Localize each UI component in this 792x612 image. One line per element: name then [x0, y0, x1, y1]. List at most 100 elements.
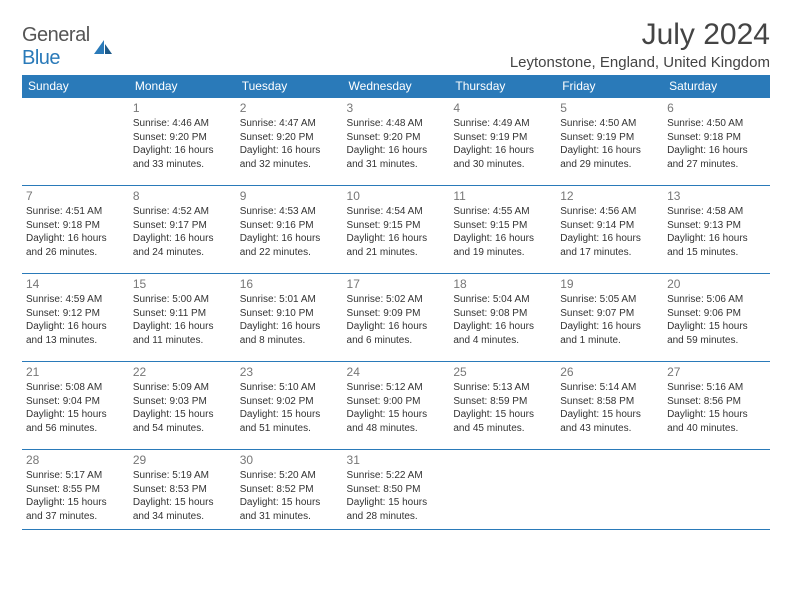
sunset-line: Sunset: 9:19 PM — [453, 131, 552, 145]
day-number: 24 — [347, 364, 446, 380]
daylight-line: Daylight: 16 hours and 6 minutes. — [347, 320, 446, 347]
calendar-cell: 24Sunrise: 5:12 AMSunset: 9:00 PMDayligh… — [343, 362, 450, 450]
daylight-line: Daylight: 15 hours and 54 minutes. — [133, 408, 232, 435]
calendar-cell: 19Sunrise: 5:05 AMSunset: 9:07 PMDayligh… — [556, 274, 663, 362]
daylight-line: Daylight: 16 hours and 17 minutes. — [560, 232, 659, 259]
calendar-cell-empty — [556, 450, 663, 530]
daylight-line: Daylight: 16 hours and 15 minutes. — [667, 232, 766, 259]
day-number: 1 — [133, 100, 232, 116]
day-number: 8 — [133, 188, 232, 204]
daylight-line: Daylight: 16 hours and 24 minutes. — [133, 232, 232, 259]
calendar-cell: 8Sunrise: 4:52 AMSunset: 9:17 PMDaylight… — [129, 186, 236, 274]
sunset-line: Sunset: 9:13 PM — [667, 219, 766, 233]
day-number: 28 — [26, 452, 125, 468]
calendar-row: 21Sunrise: 5:08 AMSunset: 9:04 PMDayligh… — [22, 362, 770, 450]
calendar-row: 14Sunrise: 4:59 AMSunset: 9:12 PMDayligh… — [22, 274, 770, 362]
calendar-row: 1Sunrise: 4:46 AMSunset: 9:20 PMDaylight… — [22, 98, 770, 186]
sunrise-line: Sunrise: 4:49 AM — [453, 117, 552, 131]
day-number: 9 — [240, 188, 339, 204]
calendar-cell: 31Sunrise: 5:22 AMSunset: 8:50 PMDayligh… — [343, 450, 450, 530]
daylight-line: Daylight: 16 hours and 8 minutes. — [240, 320, 339, 347]
day-number: 7 — [26, 188, 125, 204]
weekday-header: Sunday — [22, 75, 129, 98]
logo: General Blue — [22, 24, 114, 70]
daylight-line: Daylight: 16 hours and 4 minutes. — [453, 320, 552, 347]
daylight-line: Daylight: 16 hours and 30 minutes. — [453, 144, 552, 171]
calendar-cell: 7Sunrise: 4:51 AMSunset: 9:18 PMDaylight… — [22, 186, 129, 274]
sunrise-line: Sunrise: 5:14 AM — [560, 381, 659, 395]
daylight-line: Daylight: 15 hours and 56 minutes. — [26, 408, 125, 435]
sunrise-line: Sunrise: 4:56 AM — [560, 205, 659, 219]
daylight-line: Daylight: 15 hours and 28 minutes. — [347, 496, 446, 523]
daylight-line: Daylight: 16 hours and 1 minute. — [560, 320, 659, 347]
calendar-cell: 26Sunrise: 5:14 AMSunset: 8:58 PMDayligh… — [556, 362, 663, 450]
calendar-body: 1Sunrise: 4:46 AMSunset: 9:20 PMDaylight… — [22, 98, 770, 530]
daylight-line: Daylight: 16 hours and 31 minutes. — [347, 144, 446, 171]
sunrise-line: Sunrise: 5:20 AM — [240, 469, 339, 483]
sunset-line: Sunset: 9:08 PM — [453, 307, 552, 321]
day-number: 22 — [133, 364, 232, 380]
day-number: 14 — [26, 276, 125, 292]
calendar-head: SundayMondayTuesdayWednesdayThursdayFrid… — [22, 75, 770, 98]
calendar-cell: 29Sunrise: 5:19 AMSunset: 8:53 PMDayligh… — [129, 450, 236, 530]
calendar-cell: 21Sunrise: 5:08 AMSunset: 9:04 PMDayligh… — [22, 362, 129, 450]
calendar-cell-empty — [449, 450, 556, 530]
calendar-cell: 6Sunrise: 4:50 AMSunset: 9:18 PMDaylight… — [663, 98, 770, 186]
daylight-line: Daylight: 15 hours and 34 minutes. — [133, 496, 232, 523]
day-number: 29 — [133, 452, 232, 468]
weekday-header: Saturday — [663, 75, 770, 98]
sunset-line: Sunset: 9:15 PM — [347, 219, 446, 233]
calendar-cell: 16Sunrise: 5:01 AMSunset: 9:10 PMDayligh… — [236, 274, 343, 362]
sunrise-line: Sunrise: 5:05 AM — [560, 293, 659, 307]
calendar-cell: 18Sunrise: 5:04 AMSunset: 9:08 PMDayligh… — [449, 274, 556, 362]
sunset-line: Sunset: 9:07 PM — [560, 307, 659, 321]
sunset-line: Sunset: 9:02 PM — [240, 395, 339, 409]
calendar-cell: 20Sunrise: 5:06 AMSunset: 9:06 PMDayligh… — [663, 274, 770, 362]
sunset-line: Sunset: 9:15 PM — [453, 219, 552, 233]
sunset-line: Sunset: 9:06 PM — [667, 307, 766, 321]
day-number: 18 — [453, 276, 552, 292]
calendar-row: 28Sunrise: 5:17 AMSunset: 8:55 PM Dayligh… — [22, 450, 770, 530]
sunrise-line: Sunrise: 5:00 AM — [133, 293, 232, 307]
calendar-cell: 2Sunrise: 4:47 AMSunset: 9:20 PMDaylight… — [236, 98, 343, 186]
sunrise-line: Sunrise: 5:13 AM — [453, 381, 552, 395]
calendar-cell: 23Sunrise: 5:10 AMSunset: 9:02 PMDayligh… — [236, 362, 343, 450]
sunset-line: Sunset: 9:12 PM — [26, 307, 125, 321]
daylight-line: Daylight: 15 hours and 31 minutes. — [240, 496, 339, 523]
day-number: 17 — [347, 276, 446, 292]
day-number: 2 — [240, 100, 339, 116]
sunset-line: Sunset: 8:59 PM — [453, 395, 552, 409]
location: Leytonstone, England, United Kingdom — [510, 54, 770, 71]
day-number: 30 — [240, 452, 339, 468]
sunset-line: Sunset: 8:52 PM — [240, 483, 339, 497]
day-number: 21 — [26, 364, 125, 380]
sunset-line: Sunset: 9:09 PM — [347, 307, 446, 321]
sunrise-line: Sunrise: 5:01 AM — [240, 293, 339, 307]
sunset-line: Sunset: 8:55 PM — [26, 483, 125, 497]
calendar-cell: 15Sunrise: 5:00 AMSunset: 9:11 PMDayligh… — [129, 274, 236, 362]
sunrise-line: Sunrise: 4:55 AM — [453, 205, 552, 219]
day-number: 15 — [133, 276, 232, 292]
calendar-cell: 3Sunrise: 4:48 AMSunset: 9:20 PMDaylight… — [343, 98, 450, 186]
weekday-header: Monday — [129, 75, 236, 98]
weekday-header: Friday — [556, 75, 663, 98]
sunrise-line: Sunrise: 4:58 AM — [667, 205, 766, 219]
calendar-cell: 25Sunrise: 5:13 AMSunset: 8:59 PMDayligh… — [449, 362, 556, 450]
logo-text: General Blue — [22, 24, 90, 70]
calendar-cell: 10Sunrise: 4:54 AMSunset: 9:15 PMDayligh… — [343, 186, 450, 274]
day-number: 12 — [560, 188, 659, 204]
daylight-line: Daylight: 16 hours and 26 minutes. — [26, 232, 125, 259]
sunset-line: Sunset: 9:18 PM — [667, 131, 766, 145]
sunrise-line: Sunrise: 5:17 AM — [26, 469, 125, 483]
sunrise-line: Sunrise: 4:50 AM — [560, 117, 659, 131]
sunrise-line: Sunrise: 5:06 AM — [667, 293, 766, 307]
day-number: 3 — [347, 100, 446, 116]
sunset-line: Sunset: 9:17 PM — [133, 219, 232, 233]
sunrise-line: Sunrise: 5:22 AM — [347, 469, 446, 483]
day-number: 27 — [667, 364, 766, 380]
calendar-cell: 27Sunrise: 5:16 AMSunset: 8:56 PMDayligh… — [663, 362, 770, 450]
calendar-cell: 14Sunrise: 4:59 AMSunset: 9:12 PMDayligh… — [22, 274, 129, 362]
calendar-cell: 1Sunrise: 4:46 AMSunset: 9:20 PMDaylight… — [129, 98, 236, 186]
day-number: 11 — [453, 188, 552, 204]
sunset-line: Sunset: 9:10 PM — [240, 307, 339, 321]
